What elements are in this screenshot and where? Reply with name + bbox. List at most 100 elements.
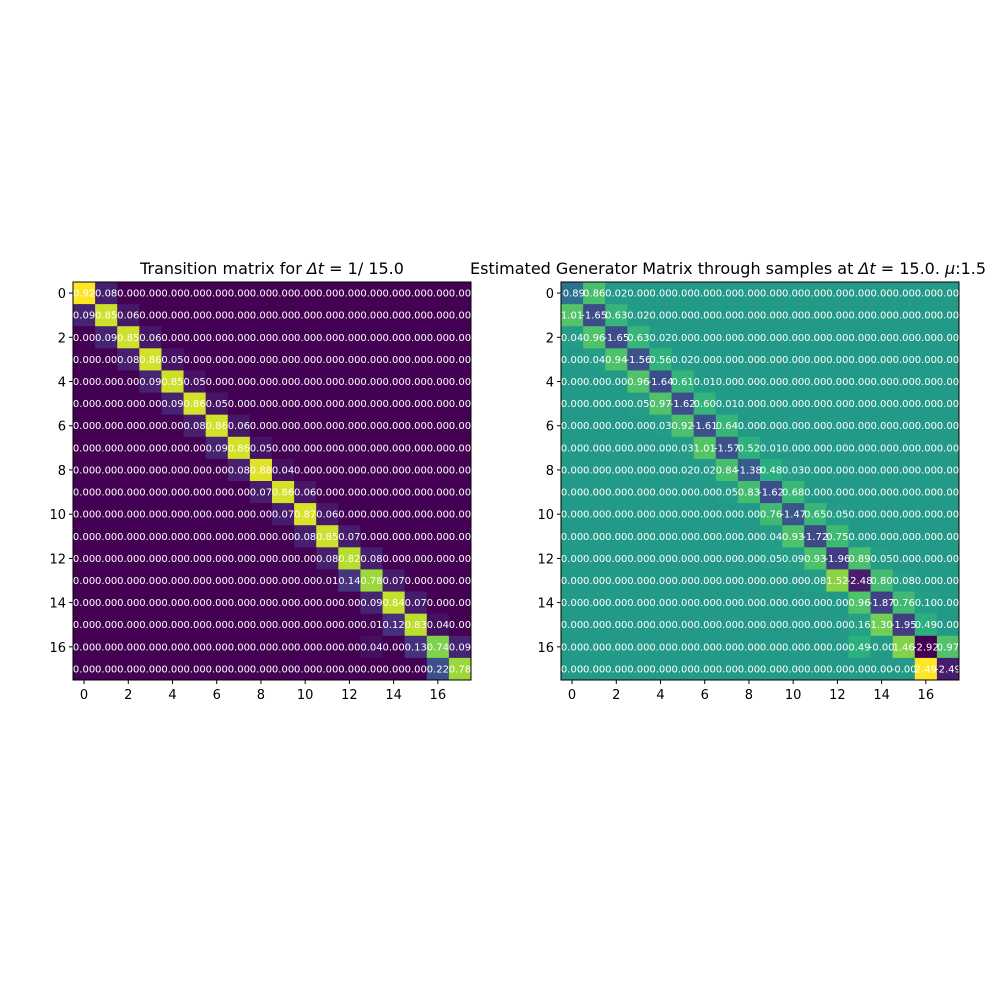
cell-value-label: 0.85: [95, 311, 117, 322]
heatmap-cell: [272, 591, 295, 615]
heatmap-cell: [804, 282, 827, 305]
heatmap-cell: [671, 613, 695, 637]
heatmap-cell: [272, 348, 295, 371]
heatmap-cell: [95, 591, 118, 615]
heatmap-cell: [561, 569, 584, 592]
cell-value-label: 0.00: [316, 421, 338, 432]
heatmap-cell: [715, 657, 739, 681]
cell-value-label: 0.00: [738, 554, 760, 565]
cell-value-label: 0.00: [760, 620, 782, 631]
cell-value-label: 0.00: [804, 421, 826, 432]
heatmap-cell: [737, 370, 761, 393]
cell-value-label: 0.84: [382, 598, 404, 609]
heatmap-cell: [870, 436, 894, 460]
cell-value-label: 0.07: [250, 488, 272, 499]
cell-value-label: 0.05: [826, 510, 848, 521]
cell-value-label: 0.09: [139, 377, 161, 388]
cell-value-label: 0.00: [338, 311, 360, 322]
heatmap-cell: [737, 282, 761, 305]
cell-value-label: 0.00: [294, 377, 316, 388]
cell-value-label: 0.00: [161, 554, 183, 565]
y-tick-label: 6: [58, 420, 66, 435]
cell-value-label: 0.00: [250, 355, 272, 366]
heatmap-cell: [183, 591, 207, 615]
cell-value-label: 0.00: [183, 510, 205, 521]
cell-value-label: 0.00: [161, 333, 183, 344]
x-tick-label: 14: [385, 688, 402, 703]
heatmap-cell: [73, 569, 96, 592]
heatmap-cell: [671, 348, 695, 371]
heatmap-cell: [715, 326, 739, 349]
cell-value-label: 0.00: [605, 642, 627, 653]
cell-value-label: -1.62: [670, 399, 696, 410]
heatmap-cell: [227, 370, 251, 393]
heatmap-cell: [183, 635, 207, 659]
heatmap-cell: [760, 657, 783, 681]
heatmap-cell: [936, 392, 960, 416]
cell-value-label: -1.87: [869, 598, 895, 609]
heatmap-cell: [870, 613, 894, 637]
cell-value-label: 0.00: [250, 377, 272, 388]
cell-value-label: 0.00: [161, 510, 183, 521]
cell-value-label: 0.00: [206, 532, 228, 543]
heatmap-cell: [826, 348, 849, 371]
heatmap-cell: [183, 326, 207, 349]
heatmap-cell: [294, 635, 317, 659]
cell-value-label: 0.04: [583, 355, 605, 366]
cell-value-label: -2.49: [935, 664, 961, 675]
heatmap-cell: [73, 326, 96, 349]
cell-value-label: 0.00: [937, 532, 959, 543]
heatmap-cell: [892, 547, 916, 570]
heatmap-cell: [649, 481, 672, 504]
heatmap-cell: [316, 304, 339, 327]
heatmap-cell: [448, 503, 472, 526]
cell-value-label: 0.00: [561, 377, 583, 388]
heatmap-cell: [649, 326, 672, 349]
heatmap-cell: [804, 370, 827, 393]
cell-value-label: 0.00: [826, 289, 848, 300]
heatmap-cell: [826, 304, 849, 327]
cell-value-label: 0.00: [294, 642, 316, 653]
cell-value-label: 0.00: [915, 399, 937, 410]
cell-value-label: 0.00: [627, 443, 649, 454]
cell-value-label: 0.00: [804, 311, 826, 322]
heatmap-cell: [760, 326, 783, 349]
cell-value-label: 0.00: [405, 399, 427, 410]
cell-value-label: 0.00: [671, 620, 693, 631]
cell-value-label: 0.07: [382, 576, 404, 587]
cell-value-label: 0.00: [671, 311, 693, 322]
heatmap-cell: [605, 348, 628, 371]
heatmap-cell: [272, 657, 295, 681]
heatmap-cell: [360, 635, 383, 659]
heatmap-cell: [360, 657, 383, 681]
heatmap-cell: [936, 414, 960, 438]
cell-value-label: 1.01: [561, 311, 583, 322]
cell-value-label: 0.00: [139, 510, 161, 521]
cell-value-label: 0.00: [848, 488, 870, 499]
heatmap-cell: [892, 370, 916, 393]
cell-value-label: 0.00: [360, 510, 382, 521]
cell-value-label: 0.08: [117, 355, 139, 366]
cell-value-label: 0.00: [716, 377, 738, 388]
heatmap-cell: [649, 348, 672, 371]
heatmap-cell: [404, 525, 428, 548]
cell-value-label: 0.09: [73, 311, 95, 322]
cell-value-label: 0.00: [316, 377, 338, 388]
cell-value-label: 0.05: [870, 554, 892, 565]
cell-value-label: 0.86: [272, 488, 294, 499]
heatmap-cell: [161, 370, 184, 393]
cell-value-label: 0.07: [272, 510, 294, 521]
cell-value-label: 0.00: [73, 399, 95, 410]
cell-value-label: 0.96: [583, 333, 605, 344]
heatmap-cell: [605, 370, 628, 393]
heatmap-cell: [737, 525, 761, 548]
heatmap-cell: [760, 635, 783, 659]
heatmap-cell: [294, 569, 317, 592]
heatmap-cell: [914, 481, 938, 504]
heatmap-cell: [892, 503, 916, 526]
heatmap-cell: [583, 525, 606, 548]
cell-value-label: 0.00: [183, 443, 205, 454]
heatmap-cell: [183, 657, 207, 681]
cell-value-label: 0.00: [937, 576, 959, 587]
